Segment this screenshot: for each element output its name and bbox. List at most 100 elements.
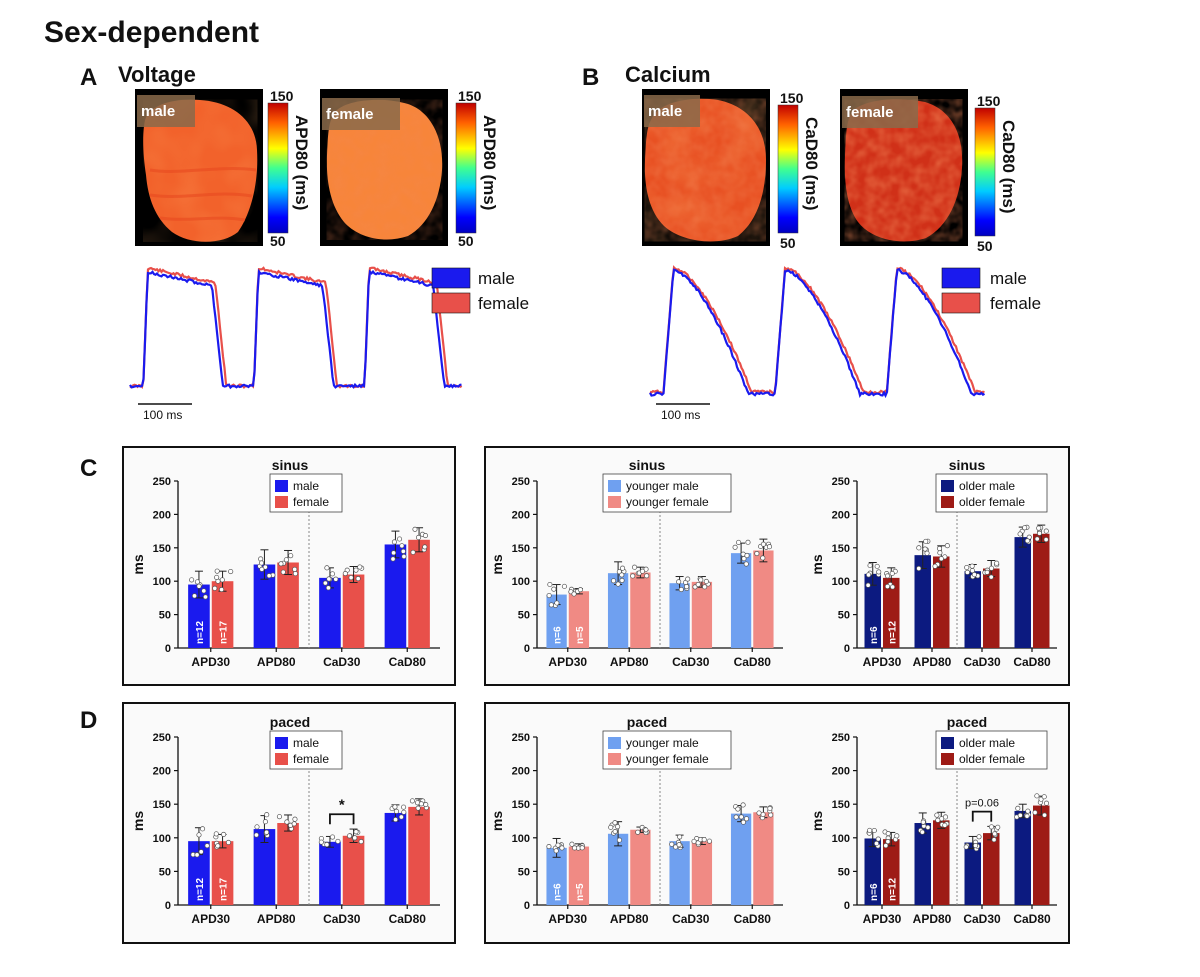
bar-charts: sinus 0 50 100 150 200 250 ms APD30 n=12 n=17 APD80… — [130, 457, 1057, 926]
data-point — [288, 553, 294, 559]
data-point — [740, 802, 746, 808]
data-point — [698, 577, 704, 583]
data-point — [635, 829, 641, 835]
x-tick-label: APD30 — [191, 655, 230, 669]
data-point — [1024, 813, 1030, 819]
data-point — [738, 814, 744, 820]
error-bar — [349, 566, 358, 584]
n-label: n=12 — [195, 877, 206, 901]
data-point — [547, 581, 553, 588]
map-voltage-female-label: female — [326, 106, 374, 123]
chart-title: paced — [947, 714, 987, 730]
calcium-scale-bar: 100 ms — [656, 403, 710, 422]
data-point — [554, 600, 560, 606]
bar — [883, 839, 900, 905]
bar — [342, 835, 365, 905]
data-point — [920, 819, 926, 825]
bar — [753, 812, 774, 905]
data-point — [391, 539, 397, 545]
y-tick-label: 50 — [518, 866, 530, 878]
data-point — [669, 841, 675, 847]
data-point — [577, 587, 583, 593]
bar — [964, 842, 981, 905]
data-point — [867, 562, 873, 569]
data-point — [214, 574, 220, 580]
data-point — [400, 548, 406, 554]
data-point — [262, 819, 268, 825]
data-point — [399, 543, 405, 549]
y-tick-label: 150 — [153, 799, 171, 811]
significance-bracket: p=0.06 — [965, 798, 999, 822]
data-point — [212, 585, 218, 591]
x-tick-label: APD80 — [257, 655, 296, 669]
data-point — [865, 582, 871, 588]
chart-d1: paced 0 50 100 150 200 250 ms APD30 n=12 n=17 APD80… — [130, 714, 440, 926]
y-tick-label: 50 — [159, 610, 171, 622]
y-tick-label: 250 — [512, 476, 530, 488]
data-point — [1043, 537, 1049, 543]
colorbar-max: 150 — [270, 88, 294, 104]
trace-male — [129, 268, 462, 390]
data-point — [1022, 525, 1028, 531]
data-point — [329, 571, 336, 577]
data-point — [995, 824, 1001, 830]
colorbar-title: APD80 (ms) — [292, 115, 311, 210]
panel-b-title: Calcium — [625, 62, 711, 87]
panel-d-label: D — [80, 707, 98, 734]
legend-entry: female — [293, 752, 329, 766]
n-label: n=6 — [869, 883, 880, 901]
bar — [408, 806, 430, 905]
bar — [1014, 810, 1031, 905]
data-point — [225, 839, 231, 846]
x-tick-label: CaD30 — [963, 912, 1001, 926]
data-point — [884, 573, 891, 579]
data-point — [280, 569, 286, 575]
y-tick-label: 50 — [838, 866, 850, 878]
bar — [277, 823, 299, 905]
chart-c2: sinus 0 50 100 150 200 250 ms APD30 n=6 n=5 APD80 Ca… — [489, 457, 783, 669]
data-point — [398, 814, 404, 820]
data-point — [889, 570, 895, 576]
data-point — [559, 845, 565, 851]
data-point — [741, 556, 747, 562]
data-point — [768, 812, 774, 818]
data-point — [415, 805, 421, 811]
n-label: n=5 — [575, 883, 586, 901]
data-point — [392, 804, 398, 810]
data-point — [264, 812, 270, 818]
colorbar-calcium-male: 150 50 CaD80 (ms) — [777, 90, 821, 251]
data-point — [691, 838, 697, 844]
data-point — [553, 848, 559, 854]
bar — [607, 833, 629, 905]
data-point — [202, 594, 209, 600]
bar — [691, 841, 713, 905]
bar — [914, 823, 931, 905]
data-point — [639, 568, 646, 574]
data-point — [1036, 530, 1043, 536]
bar — [384, 544, 407, 648]
bar — [568, 846, 590, 905]
y-tick-label: 200 — [153, 509, 171, 521]
y-tick-label: 250 — [153, 476, 171, 488]
bar — [188, 841, 210, 905]
data-point — [984, 569, 990, 575]
data-point — [969, 563, 975, 569]
y-axis-label: ms — [489, 811, 505, 831]
data-point — [942, 822, 948, 828]
colorbar-max: 150 — [780, 90, 804, 106]
data-point — [676, 579, 682, 585]
trace-female — [649, 265, 985, 396]
data-point — [964, 569, 970, 575]
legend-male: male — [478, 269, 515, 288]
data-point — [701, 837, 707, 843]
data-point — [938, 556, 944, 562]
x-tick-label: CaD30 — [963, 655, 1001, 669]
y-tick-label: 100 — [153, 833, 171, 845]
n-label: n=17 — [219, 877, 230, 901]
y-tick-label: 150 — [512, 799, 530, 811]
data-point — [546, 844, 552, 850]
data-point — [1043, 528, 1049, 534]
legend-entry: younger male — [626, 479, 699, 493]
y-tick-label: 150 — [153, 543, 171, 555]
